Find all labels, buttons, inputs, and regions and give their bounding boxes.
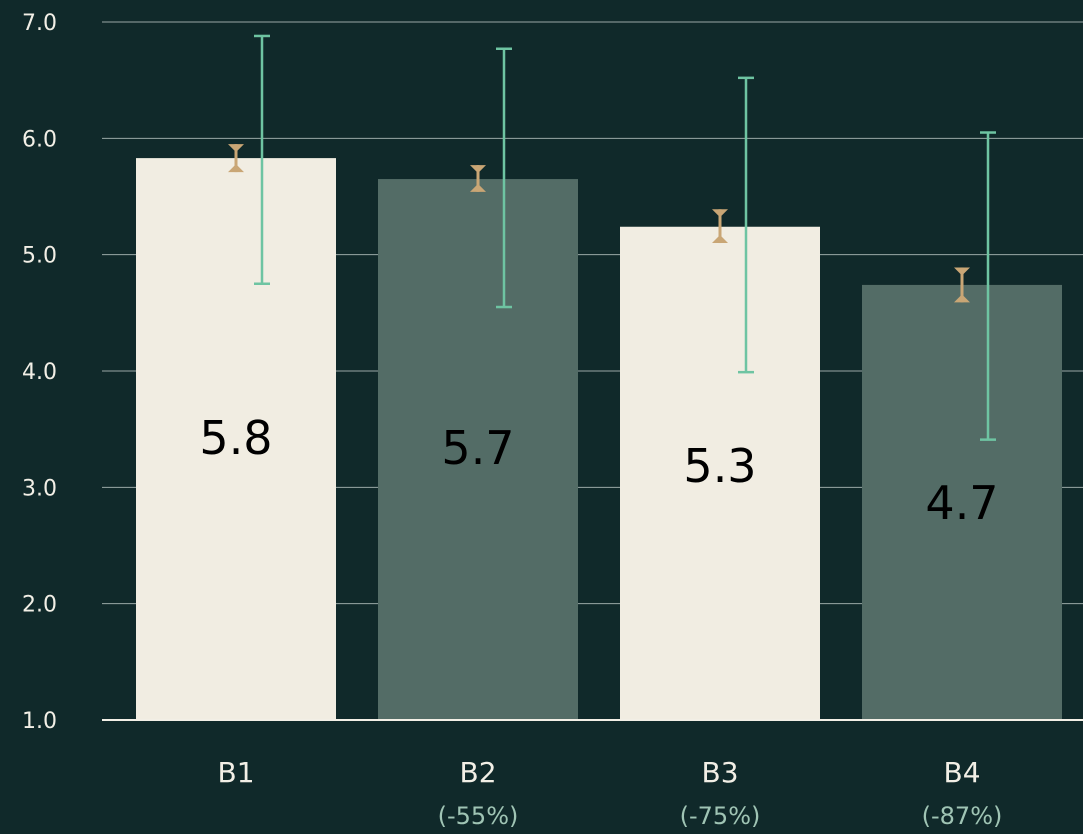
inner-error-cap-bottom (470, 183, 486, 192)
y-tick-label: 3.0 (22, 476, 57, 501)
y-tick-label: 4.0 (22, 360, 57, 385)
inner-error-cap-top (228, 144, 244, 153)
inner-error-cap-bottom (228, 164, 244, 173)
y-tick-label: 7.0 (22, 11, 57, 36)
x-category-label: B3 (701, 756, 738, 789)
y-tick-label: 5.0 (22, 244, 57, 269)
y-tick-label: 6.0 (22, 127, 57, 152)
inner-error-cap-top (470, 165, 486, 174)
bar (136, 158, 336, 721)
bar-value-label: 5.7 (441, 421, 514, 475)
bar (862, 284, 1062, 720)
x-category-sublabel: (-87%) (922, 802, 1003, 830)
bar-value-label: 5.3 (683, 439, 756, 493)
x-category-label: B1 (217, 756, 254, 789)
x-category-label: B4 (943, 756, 980, 789)
y-tick-label: 2.0 (22, 593, 57, 618)
x-category-sublabel: (-75%) (680, 802, 761, 830)
x-category-sublabel: (-55%) (438, 802, 519, 830)
bar-value-label: 4.7 (925, 476, 998, 530)
bar (620, 226, 820, 720)
x-category-label: B2 (459, 756, 496, 789)
inner-error-cap-bottom (712, 235, 728, 244)
inner-error-cap-bottom (954, 294, 970, 303)
bar-value-label: 5.8 (199, 411, 272, 465)
bar (378, 179, 578, 721)
y-tick-label: 1.0 (22, 709, 57, 734)
inner-error-cap-top (954, 267, 970, 276)
inner-error-cap-top (712, 209, 728, 218)
